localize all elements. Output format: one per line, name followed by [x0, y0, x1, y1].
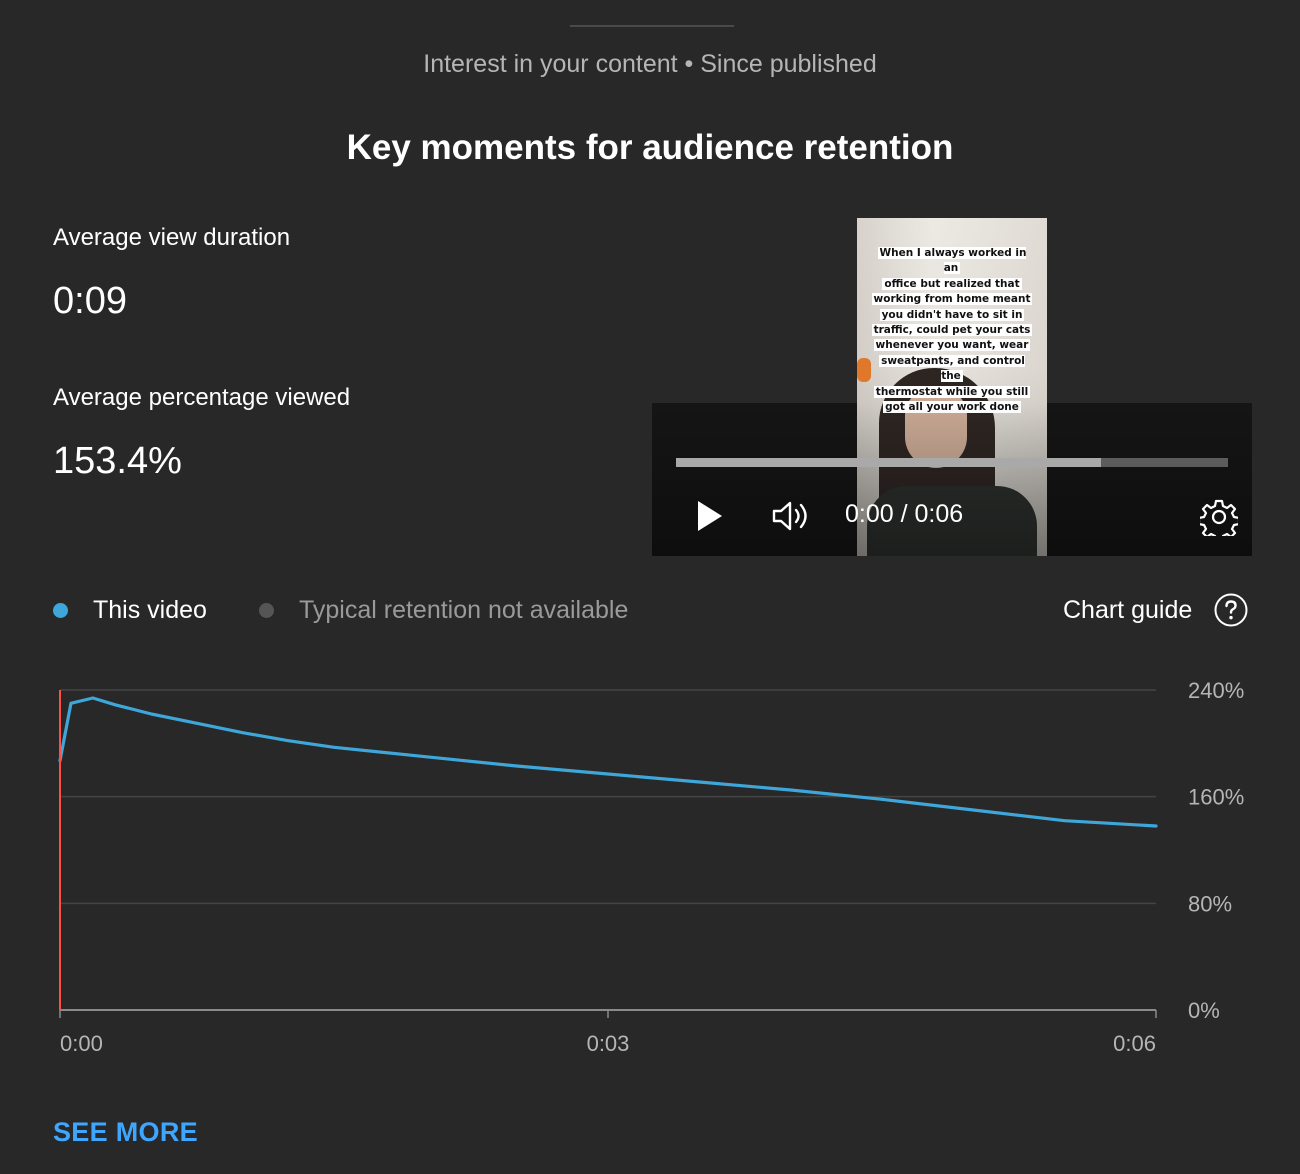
caption-line: whenever you want, wear	[873, 339, 1031, 352]
chart-guide-link[interactable]: Chart guide	[1063, 596, 1193, 624]
retention-line	[58, 696, 1158, 828]
this-video-legend-dot	[53, 603, 68, 618]
caption-line: working from home meant	[871, 293, 1033, 306]
x-tick-label: 0:03	[587, 1031, 630, 1056]
avg-view-duration-value: 0:09	[53, 280, 127, 322]
retention-point	[789, 788, 793, 792]
caption-line: sweatpants, and control the	[879, 354, 1025, 383]
settings-gear-icon	[1197, 499, 1241, 543]
section-title: Key moments for audience retention	[346, 128, 954, 167]
caption-line: traffic, could pet your cats	[871, 324, 1033, 337]
see-more-button[interactable]: SEE MORE	[53, 1117, 198, 1147]
avg-percentage-viewed-value: 153.4%	[53, 440, 182, 482]
retention-point	[423, 755, 427, 759]
y-tick-label: 0%	[1188, 998, 1220, 1023]
y-tick-label: 240%	[1188, 678, 1244, 703]
video-caption-text: When I always worked in an office but rea…	[869, 246, 1035, 415]
caption-line: When I always worked in an	[877, 247, 1027, 275]
retention-point	[1154, 824, 1158, 828]
avg-percentage-viewed-label: Average percentage viewed	[53, 384, 351, 411]
retention-point	[149, 712, 153, 716]
x-tick-label: 0:00	[60, 1031, 103, 1056]
typical-retention-legend-dot	[259, 603, 274, 618]
caption-line: thermostat while you still	[873, 385, 1031, 398]
y-tick-label: 80%	[1188, 891, 1232, 916]
buffered-progress	[676, 458, 1102, 467]
avg-view-duration-label: Average view duration	[53, 224, 291, 251]
retention-point	[880, 797, 884, 801]
retention-point	[332, 745, 336, 749]
retention-point	[69, 701, 73, 705]
retention-point	[286, 739, 290, 743]
help-button[interactable]	[1214, 593, 1248, 627]
retention-point	[241, 731, 245, 735]
this-video-legend-label: This video	[93, 596, 207, 624]
retention-point	[606, 772, 610, 776]
play-icon	[698, 501, 722, 531]
x-tick-label: 0:06	[1113, 1031, 1156, 1056]
retention-point	[195, 721, 199, 725]
caption-line: office but realized that	[882, 277, 1022, 290]
retention-point	[113, 703, 117, 707]
caption-line: you didn't have to sit in	[879, 308, 1025, 321]
y-tick-label: 160%	[1188, 785, 1244, 810]
person-shirt	[867, 486, 1037, 556]
video-player[interactable]: When I always worked in an office but rea…	[652, 218, 1252, 556]
caption-line: got all your work done	[883, 401, 1021, 414]
video-progress-bar[interactable]	[676, 458, 1228, 467]
section-subtitle: Interest in your content • Since publish…	[423, 50, 877, 78]
volume-icon	[772, 501, 807, 531]
volume-button[interactable]	[770, 498, 814, 534]
retention-chart[interactable]: 240% 160% 80% 0% 0:00 0:03 0:06	[0, 670, 1300, 1070]
retention-point	[697, 780, 701, 784]
play-button[interactable]	[692, 498, 728, 534]
retention-point	[91, 696, 95, 700]
settings-button[interactable]	[1197, 498, 1241, 543]
playback-time: 0:00 / 0:06	[845, 500, 964, 528]
controls-shade	[652, 403, 1252, 556]
pumpkin-decor	[857, 358, 871, 382]
sheet-drag-handle[interactable]	[570, 25, 734, 27]
help-icon	[1214, 593, 1248, 627]
retention-point	[1063, 819, 1067, 823]
retention-point	[971, 808, 975, 812]
retention-point	[515, 764, 519, 768]
typical-retention-legend-label: Typical retention not available	[299, 596, 629, 624]
